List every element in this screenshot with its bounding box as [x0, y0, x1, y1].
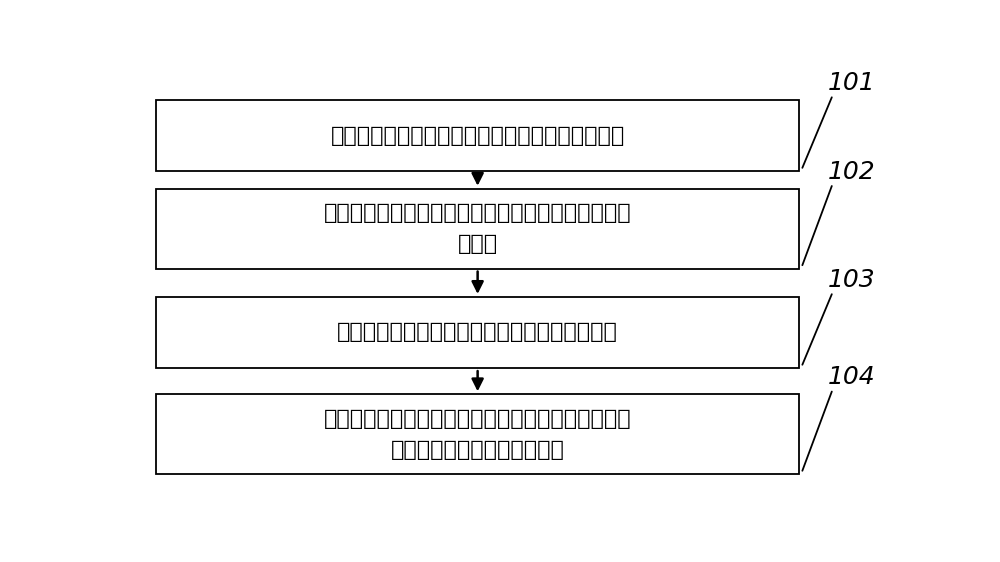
- Text: 104: 104: [828, 365, 876, 389]
- Text: 获取需要正畚的牙列三维数据及風面颌骨三维数据: 获取需要正畚的牙列三维数据及風面颌骨三维数据: [330, 125, 625, 146]
- Bar: [156, 189, 799, 269]
- Text: 102: 102: [828, 160, 876, 184]
- Text: 在所述牙列三维数据和所述風面颌骨三维数据上选取
特征点: 在所述牙列三维数据和所述風面颌骨三维数据上选取 特征点: [324, 203, 631, 254]
- Bar: [156, 100, 799, 171]
- Text: 根据预置牙齿位置对所述牙列三维数据中的牙齿进行
移动，以生成目标的正畚牙列: 根据预置牙齿位置对所述牙列三维数据中的牙齿进行 移动，以生成目标的正畚牙列: [324, 409, 631, 460]
- Bar: [156, 394, 799, 474]
- Text: 101: 101: [828, 71, 876, 95]
- Bar: [156, 297, 799, 368]
- Text: 103: 103: [828, 268, 876, 292]
- Text: 根据所述选取的特征点构建排牙平面和牙弓曲线: 根据所述选取的特征点构建排牙平面和牙弓曲线: [337, 323, 618, 342]
